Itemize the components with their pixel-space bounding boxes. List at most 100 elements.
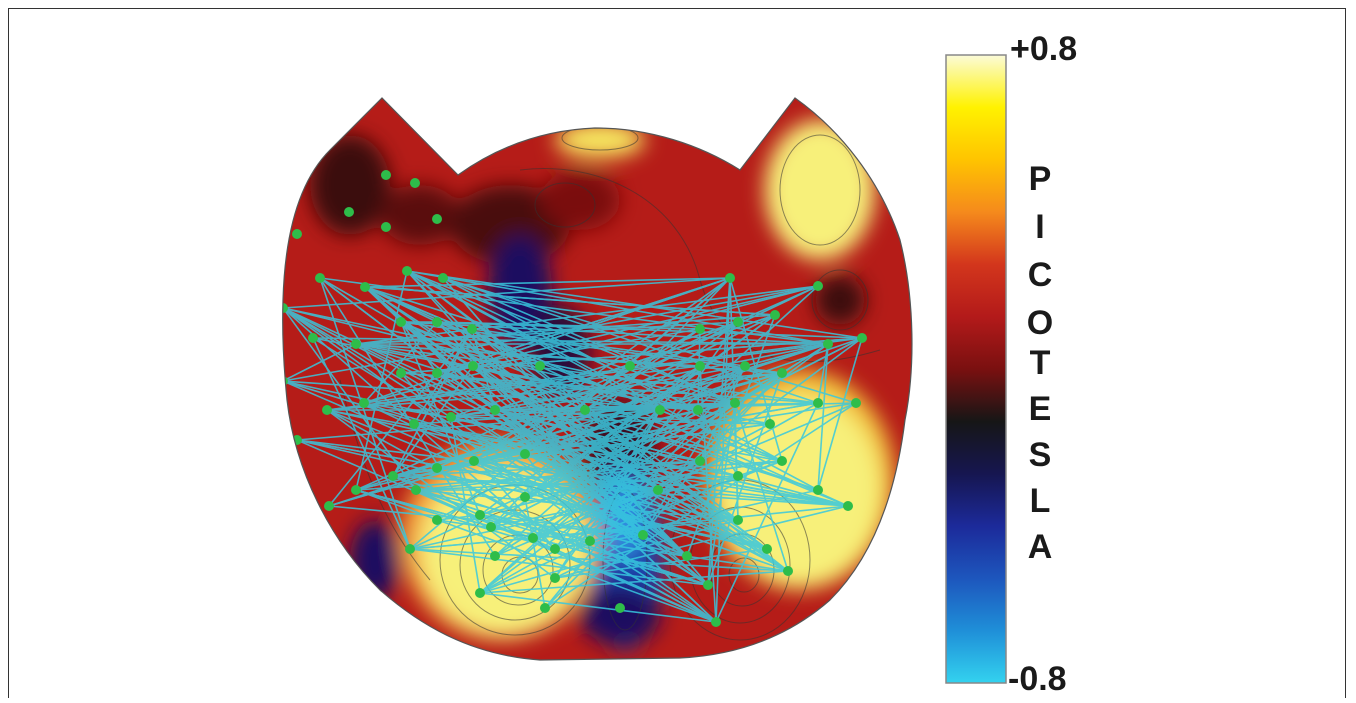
- coherence-link: [312, 337, 411, 550]
- sensor-dot: [770, 310, 780, 320]
- sensor-dot: [851, 398, 861, 408]
- sensor-dot: [813, 485, 823, 495]
- coherence-link: [479, 592, 717, 623]
- sensor-dot: [344, 207, 354, 217]
- coherence-link: [699, 365, 746, 462]
- coherence-link: [319, 277, 411, 550]
- sensor-dot: [695, 324, 705, 334]
- sensor-dot: [396, 368, 406, 378]
- coherence-link: [524, 496, 546, 609]
- coherence-link: [737, 460, 783, 477]
- coherence-link: [355, 285, 819, 345]
- coherence-link: [781, 343, 829, 374]
- sensor-dot: [388, 471, 398, 481]
- coherence-link: [657, 337, 863, 491]
- sensor-dot: [467, 324, 477, 334]
- sensor-dot: [733, 515, 743, 525]
- coherence-link: [282, 307, 526, 455]
- coherence-link: [406, 270, 863, 339]
- coherence-link: [442, 277, 709, 586]
- sensor-dot: [550, 573, 560, 583]
- coherence-link: [707, 277, 731, 586]
- sensor-dot: [315, 273, 325, 283]
- sensor-dot: [432, 317, 442, 327]
- coherence-link: [364, 286, 688, 557]
- coherence-link: [392, 328, 473, 477]
- coherence-link: [400, 372, 736, 404]
- sensor-dot: [638, 530, 648, 540]
- coherence-link: [392, 475, 591, 542]
- sensor-dot: [813, 281, 823, 291]
- coherence-link: [584, 314, 776, 411]
- sensor-dot: [783, 566, 793, 576]
- colorbar: [945, 54, 1007, 684]
- unit-letter: O: [1026, 304, 1054, 342]
- unit-letter: L: [1029, 482, 1051, 520]
- coherence-link: [364, 286, 438, 323]
- coherence-links: [282, 270, 863, 623]
- sensor-dot: [432, 463, 442, 473]
- coherence-link: [326, 372, 783, 411]
- sensor-dot: [733, 317, 743, 327]
- coherence-link: [355, 343, 819, 404]
- coherence-link: [392, 460, 701, 477]
- coherence-link: [319, 277, 496, 557]
- coherence-link: [415, 489, 739, 521]
- coherence-link: [415, 489, 709, 586]
- sensor-dot: [740, 361, 750, 371]
- coherence-link: [328, 505, 644, 536]
- dark-region-left: [310, 135, 390, 235]
- coherence-link: [817, 343, 829, 404]
- sensor-dot: [432, 368, 442, 378]
- coherence-link: [554, 534, 644, 579]
- unit-letter: T: [1029, 344, 1051, 382]
- sensor-dot: [585, 536, 595, 546]
- coherence-link: [479, 514, 591, 542]
- coherence-link: [409, 548, 709, 586]
- coherence-link: [400, 321, 438, 374]
- coherence-link: [436, 321, 644, 536]
- sensor-dot: [381, 222, 391, 232]
- sensor-dot: [351, 339, 361, 349]
- unit-letter: C: [1027, 256, 1053, 294]
- sensor-dot: [550, 544, 560, 554]
- coherence-link: [436, 277, 731, 374]
- yellow-region-top-right: [765, 120, 875, 260]
- sensor-dot: [396, 317, 406, 327]
- coherence-link: [494, 409, 849, 507]
- coherence-link: [319, 277, 829, 345]
- unit-letter: A: [1027, 528, 1053, 566]
- coherence-link: [584, 328, 701, 411]
- sensor-dot: [446, 412, 456, 422]
- coherence-link: [554, 460, 783, 550]
- coherence-link: [413, 328, 473, 425]
- sensor-dot: [725, 273, 735, 283]
- sensor-dot: [823, 339, 833, 349]
- coherence-link: [554, 409, 661, 579]
- sensor-dot: [693, 405, 703, 415]
- sensor-dot: [580, 405, 590, 415]
- sensor-dot: [762, 544, 772, 554]
- coherence-link: [282, 277, 731, 309]
- yellow-region-right: [720, 395, 880, 585]
- coherence-link: [326, 409, 526, 455]
- sensor-dot: [857, 333, 867, 343]
- sensor-dot: [540, 603, 550, 613]
- sensor-dot: [765, 419, 775, 429]
- sensor-dot: [360, 282, 370, 292]
- sensor-dot: [359, 398, 369, 408]
- coherence-link: [699, 423, 771, 462]
- coherence-link: [589, 540, 717, 623]
- sensor-dot: [468, 361, 478, 371]
- sensor-dot: [490, 551, 500, 561]
- coherence-link: [363, 402, 739, 521]
- sensor-dot: [405, 544, 415, 554]
- sensor-dot: [308, 333, 318, 343]
- coherence-link: [715, 277, 731, 623]
- sensor-dot: [475, 588, 485, 598]
- sensor-dot: [410, 178, 420, 188]
- sensor-dot: [733, 471, 743, 481]
- coherence-link: [282, 307, 736, 404]
- coherence-link: [817, 343, 829, 491]
